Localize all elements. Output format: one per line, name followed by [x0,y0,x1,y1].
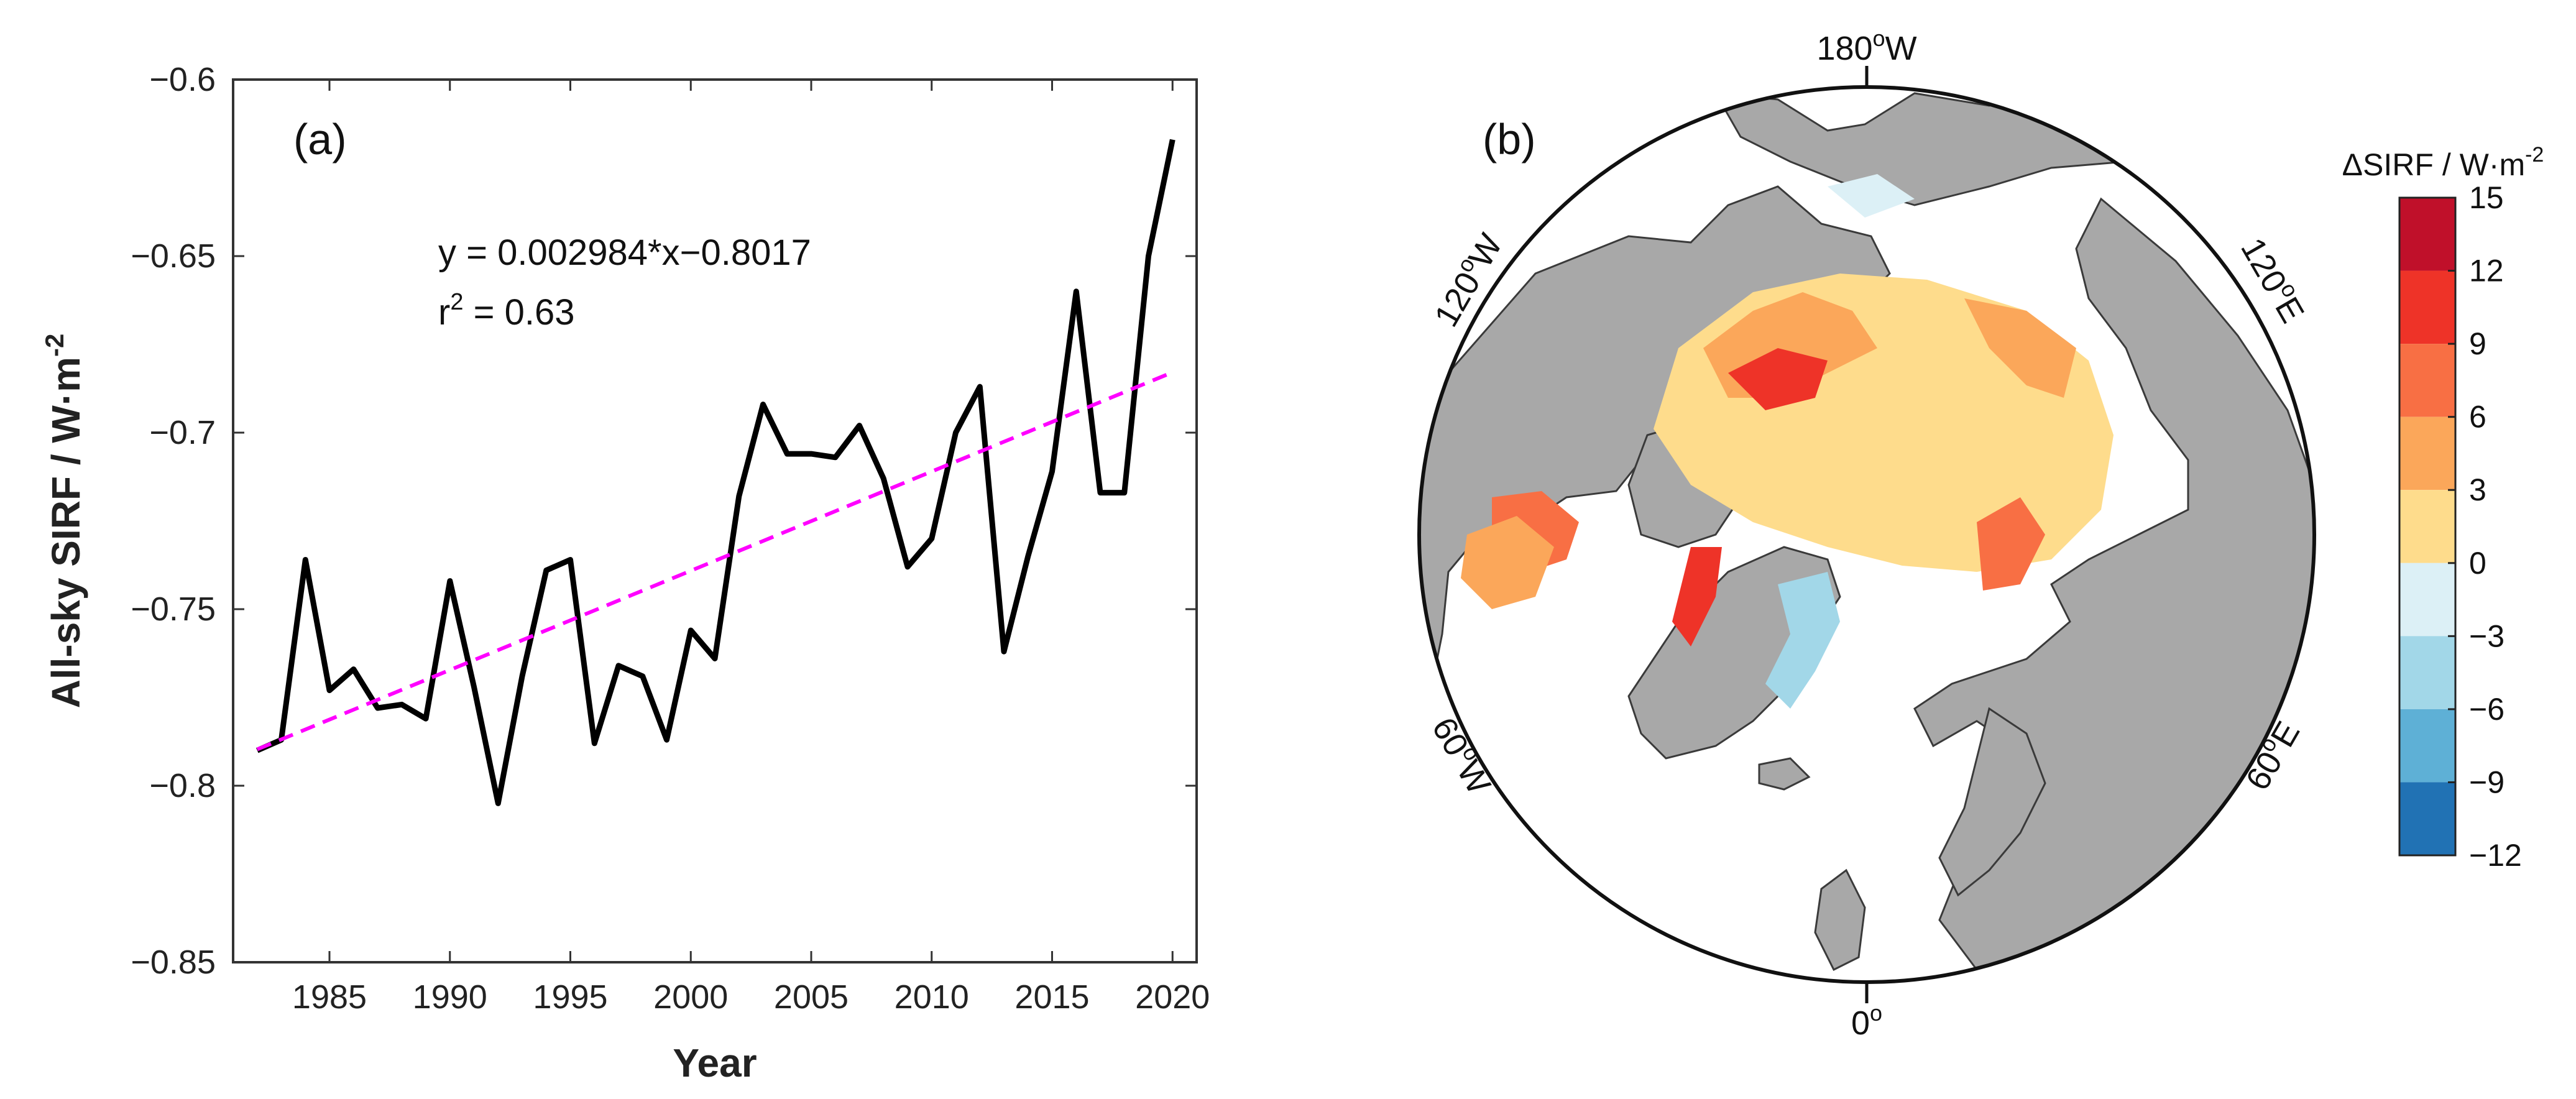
r2-prefix: r [438,292,450,333]
colorbar-tick-label-3: 6 [2469,400,2486,435]
x-tick-label-2000: 2000 [653,978,728,1016]
y-tick-marks [233,78,1197,963]
colorbar-title-main: ΔSIRF / W·m [2342,147,2525,182]
trend-line-fit [256,370,1174,752]
colorbar-tick-label-0: 15 [2469,180,2504,215]
colorbar-bin-4 [2399,490,2455,563]
colorbar-bin-7 [2399,709,2455,783]
colorbar-tick-label-7: −6 [2469,692,2505,727]
field-orange-hudson [1461,516,1554,609]
colorbar-bin-2 [2399,344,2455,417]
r2-sup: 2 [450,289,463,315]
y-tick-label-3: −0.7 [149,414,216,451]
lon-bottom-degree: o [1870,1000,1882,1026]
field-red-laptev [1728,348,1828,410]
y-tick-labels: −0.85 −0.8 −0.75 −0.7 −0.65 −0.6 [131,61,216,981]
x-tick-label-2015: 2015 [1014,978,1089,1016]
lon-top-value: 180 [1816,30,1872,67]
colorbar-bin-1 [2399,270,2455,344]
regression-equation: y = 0.002984*x−0.8017 [438,232,811,273]
colorbar-tick-label-1: 12 [2469,254,2504,288]
colorbar-bin-0 [2399,198,2455,271]
land-britain [1814,868,1866,972]
field-orange-east [1964,298,2076,398]
colorbar-tick-label-5: 0 [2469,546,2486,581]
colorbar-bin-8 [2399,782,2455,855]
colorbar-tick-label-4: 3 [2469,472,2486,507]
series-group [255,139,1175,806]
y-axis-label-sup: -2 [40,334,69,357]
lon-ur-dir: E [2268,291,2311,329]
x-tick-marks [328,80,1174,962]
field-red-barents [1977,497,2045,591]
land-iceland [1758,757,1811,791]
colorbar-bin-6 [2399,636,2455,709]
lon-top-dir: W [1885,30,1917,67]
lon-bottom-value: 0 [1851,1005,1870,1042]
field-blue-greenland-sea [1765,572,1840,709]
y-tick-label-5: −0.6 [149,61,216,98]
colorbar-tick-label-8: −9 [2469,765,2505,799]
y-axis-label-main: All-sky SIRF / W·m [44,357,88,708]
panel-label-b: (b) [1483,115,1536,163]
colorbar-title-sup: -2 [2525,143,2544,167]
panel-b-polar-map: (b) 180oW 0o 120oW 120oE 60oW 60oE ΔSIRF… [1417,25,2544,1042]
x-tick-label-1995: 1995 [533,978,607,1016]
x-tick-label-1985: 1985 [292,978,367,1016]
colorbar-tick-label-2: 9 [2469,326,2486,361]
y-tick-label-0: −0.85 [131,944,216,981]
colorbar-bin-5 [2399,563,2455,637]
colorbar-ticks: 15 12 9 6 3 0 −3 −6 −9 −12 [2448,180,2522,873]
colorbar-frame [2398,196,2457,857]
x-tick-label-1990: 1990 [413,978,487,1016]
x-tick-label-2005: 2005 [774,978,849,1016]
colorbar-title: ΔSIRF / W·m-2 [2342,143,2544,182]
lon-top-degree: o [1873,25,1885,51]
colorbar: ΔSIRF / W·m-2 15 12 9 6 3 0 −3 −6 −9 −12 [2342,143,2544,873]
r-squared: r2 = 0.63 [438,289,574,333]
y-tick-label-4: −0.65 [131,237,216,275]
colorbar-tick-label-6: −3 [2469,618,2505,653]
x-tick-label-2010: 2010 [895,978,969,1016]
x-tick-label-2020: 2020 [1135,978,1210,1016]
panel-label-a: (a) [293,115,347,163]
lon-label-bottom: 0o [1851,1000,1882,1042]
lon-label-top: 180oW [1816,25,1916,67]
land-scandinavia [1938,707,2046,897]
colorbar-bin-3 [2399,416,2455,490]
r2-suffix: = 0.63 [463,292,574,333]
panel-a-line-chart: 1985 1990 1995 2000 2005 2010 2015 2020 −0.85−0… [40,61,1210,1085]
field-lightblue-bering [1828,174,1915,218]
sirf-change-field [1461,174,2114,709]
colorbar-tick-label-9: −12 [2469,838,2522,873]
plot-frame [232,78,1198,963]
y-tick-label-1: −0.8 [149,767,216,804]
colorbar-bins [2399,198,2455,855]
series-line-sirf [255,139,1175,806]
y-axis-label: All-sky SIRF / W·m-2 [40,334,88,709]
y-tick-label-2: −0.75 [131,591,216,628]
x-tick-labels: 1985 1990 1995 2000 2005 2010 2015 2020 [292,978,1210,1016]
field-red-greenland-coast [1672,547,1722,646]
x-axis-label: Year [673,1041,757,1085]
